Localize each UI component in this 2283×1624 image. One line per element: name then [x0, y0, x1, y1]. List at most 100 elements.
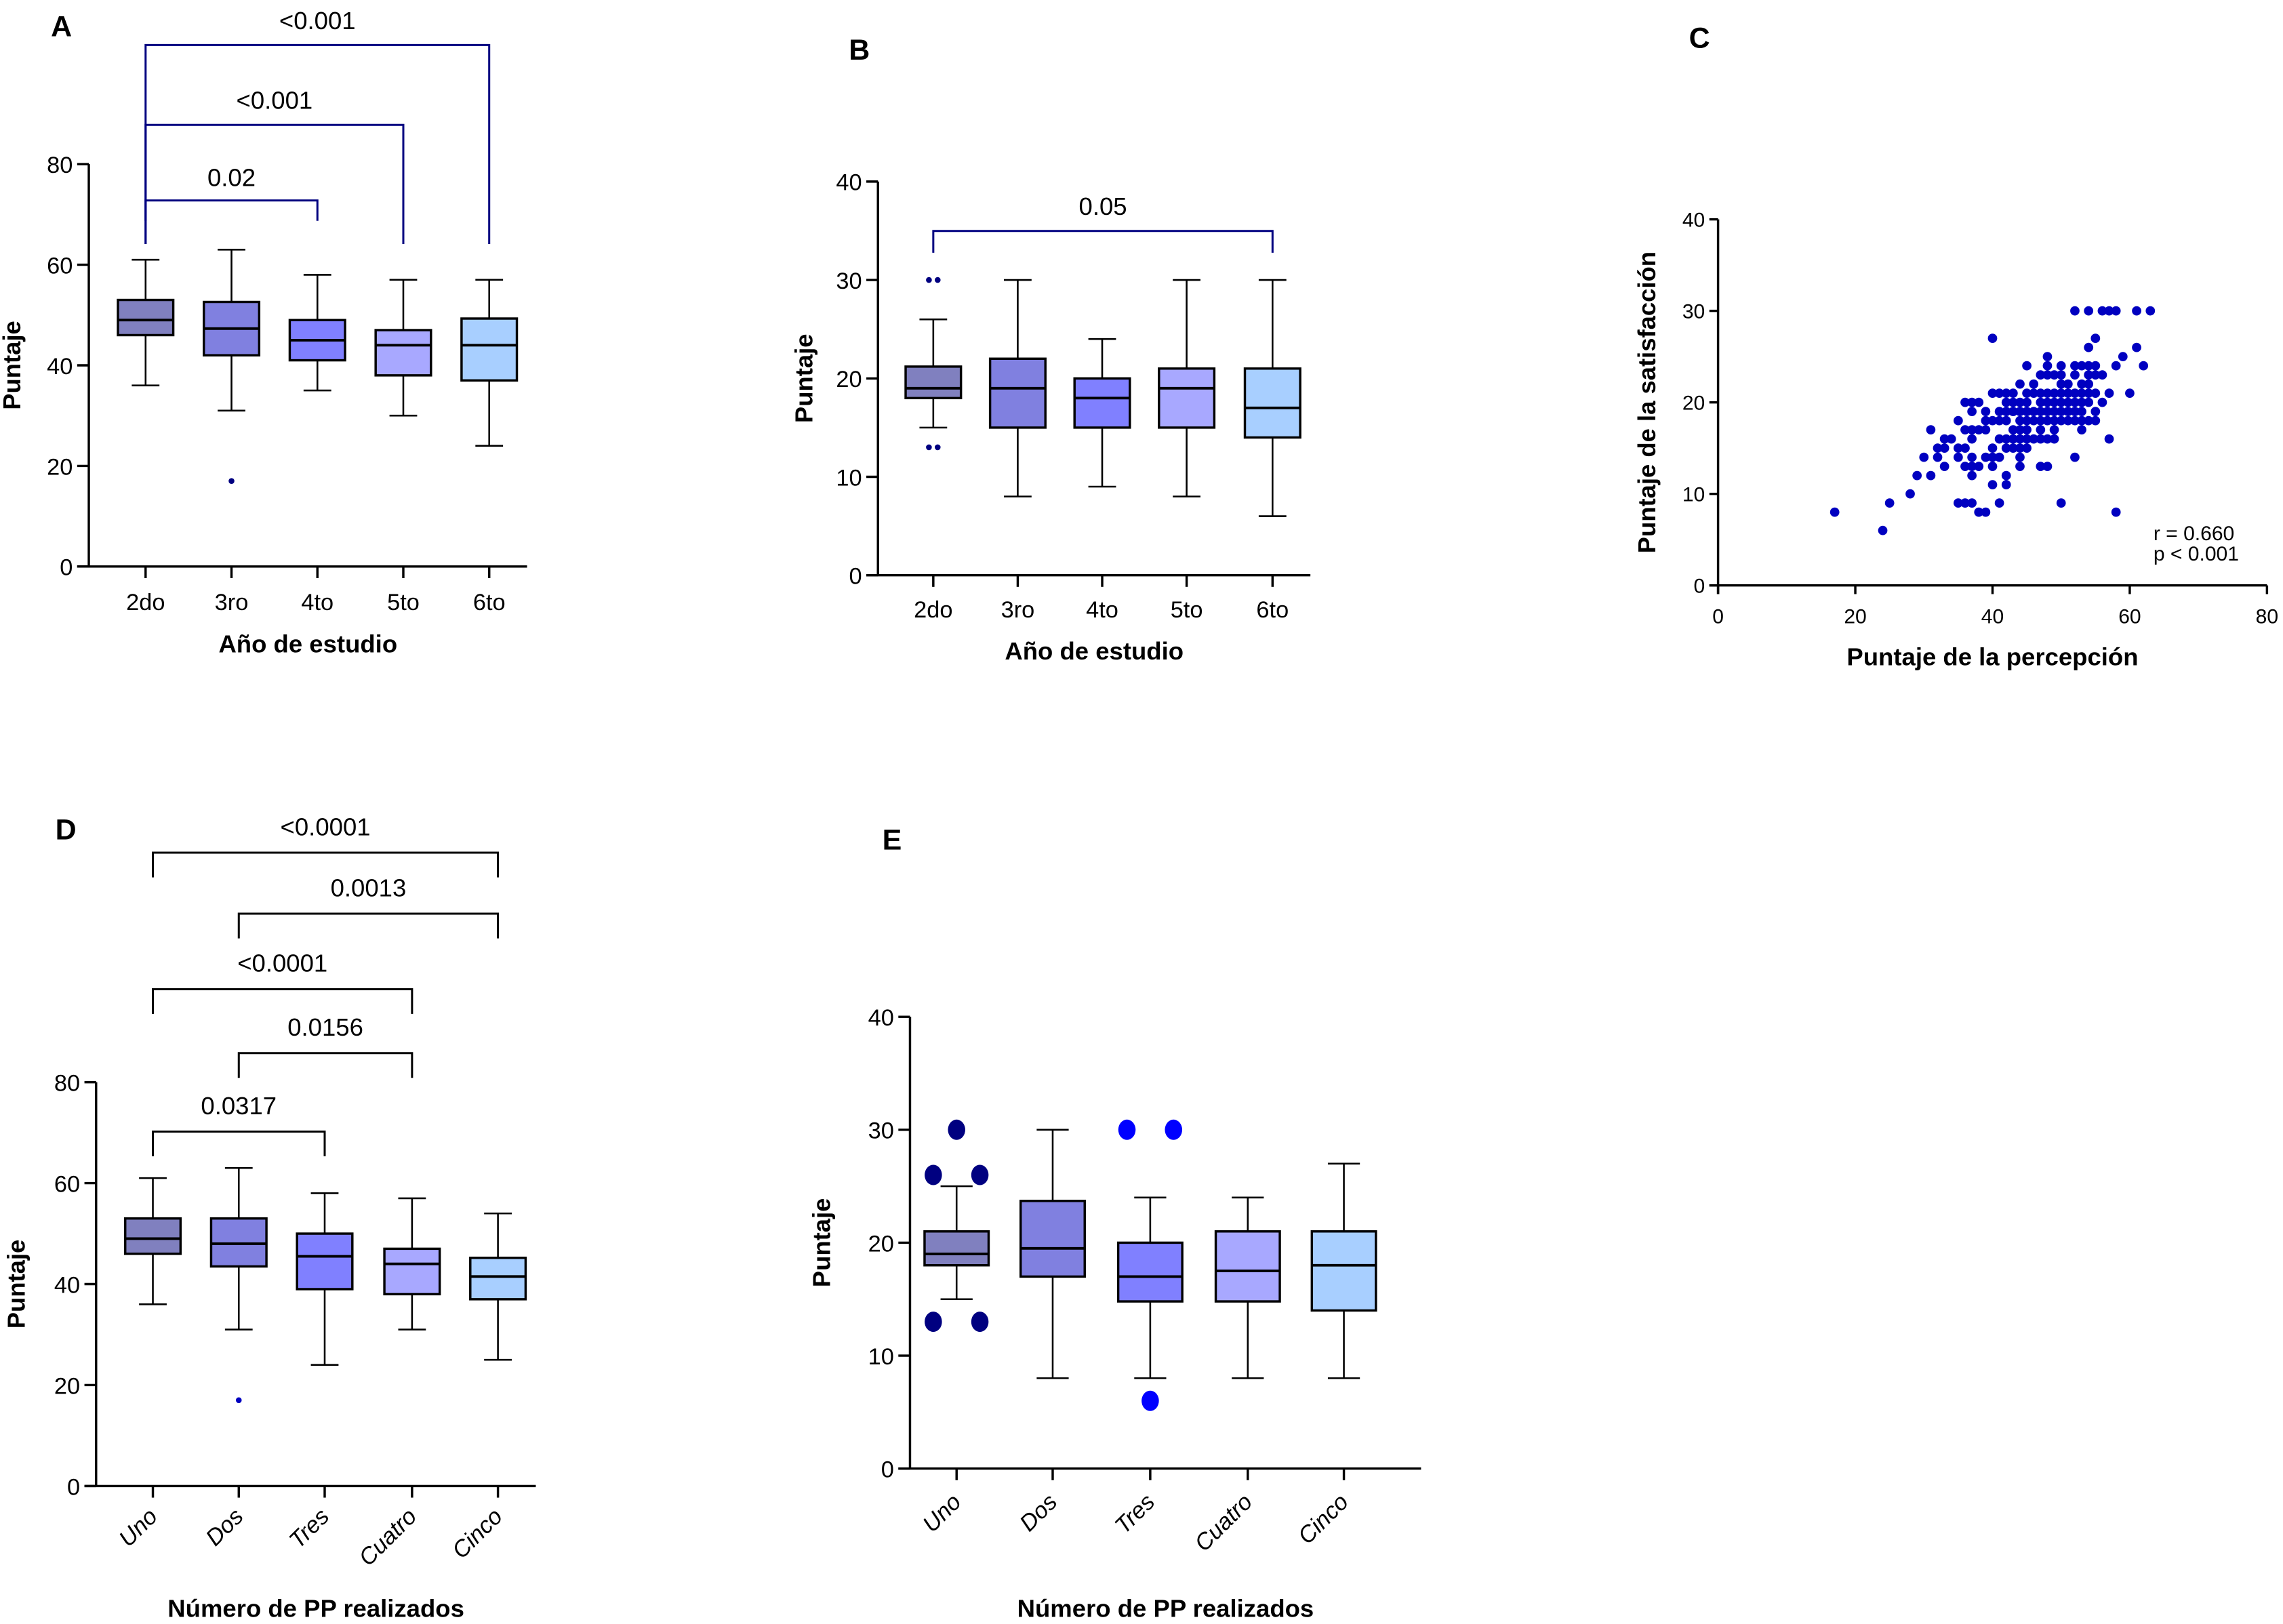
outlier-point	[235, 1397, 242, 1404]
box-rect	[988, 357, 1047, 429]
p-value-label: 0.05	[1079, 192, 1127, 220]
scatter-point	[1981, 452, 1991, 462]
box-rect	[124, 1217, 182, 1255]
outlier-point	[925, 1312, 942, 1333]
scatter-point	[2090, 370, 2101, 380]
p-value-label: 0.0156	[287, 1013, 363, 1041]
scatter-point	[1919, 452, 1929, 462]
scatter-point	[2063, 379, 2073, 389]
box-rect	[904, 365, 963, 400]
scatter-point	[2104, 434, 2114, 444]
x-tick-label: 40	[1981, 605, 2004, 628]
outlier-point	[926, 444, 932, 451]
scatter-point	[2049, 397, 2059, 407]
scatter-point	[2056, 498, 2066, 508]
scatter-point	[2077, 397, 2086, 407]
outlier-point	[1118, 1119, 1136, 1140]
scatter-point	[1960, 443, 1970, 453]
box-tres	[296, 1192, 354, 1366]
x-tick-label: 5to	[1171, 597, 1203, 623]
box-rect	[1116, 1241, 1184, 1303]
scatter-point	[2049, 407, 2059, 417]
bracket-line	[144, 43, 491, 245]
box-2do	[117, 258, 175, 386]
box-dos	[1019, 1129, 1086, 1379]
scatter-point	[2063, 388, 2073, 398]
x-tick-label: 6to	[473, 590, 506, 615]
y-tick-label: 40	[868, 1005, 894, 1031]
comparison-bracket: <0.0001	[152, 813, 500, 878]
scatter-point	[2008, 443, 2018, 453]
scatter-point	[2070, 370, 2080, 380]
box-6to	[1243, 279, 1301, 517]
p-value-label: 0.02	[207, 163, 256, 191]
scatter-point	[2022, 361, 2032, 371]
scatter-points	[1830, 306, 2156, 535]
box-uno	[124, 1177, 182, 1305]
y-axis-title: Puntaje	[2, 1240, 30, 1329]
scatter-point	[2084, 415, 2094, 426]
scatter-point	[2015, 443, 2025, 453]
y-tick-label: 0	[1694, 575, 1705, 597]
box-rect	[1158, 367, 1216, 429]
p-value-label: <0.0001	[237, 950, 327, 977]
scatter-point	[2008, 434, 2018, 444]
scatter-point	[2001, 407, 2011, 417]
bracket-line	[237, 912, 500, 939]
scatter-point	[2070, 452, 2080, 462]
p-value-label: 0.0013	[331, 874, 407, 901]
x-tick-label: 6to	[1256, 597, 1289, 623]
y-axis-title: Puntaje	[807, 1198, 835, 1288]
scatter-point	[1878, 525, 1888, 535]
scatter-point	[2029, 434, 2039, 444]
scatter-point	[2001, 434, 2011, 444]
y-tick-label: 10	[868, 1344, 894, 1370]
scatter-point	[2063, 407, 2073, 417]
scatter-point	[1953, 452, 1963, 462]
scatter-point	[2118, 352, 2128, 361]
scatter-point	[2097, 397, 2107, 407]
scatter-point	[2001, 470, 2011, 481]
scatter-point	[2145, 306, 2156, 316]
scatter-point	[2022, 397, 2032, 407]
scatter-point	[2001, 480, 2011, 490]
scatter-point	[2097, 370, 2107, 380]
scatter-point	[1974, 425, 1984, 435]
scatter-point	[2042, 462, 2053, 472]
scatter-point	[1994, 498, 2004, 508]
y-tick-label: 30	[868, 1118, 894, 1144]
y-axis-title: Puntaje de la satisfacción	[1633, 251, 1661, 553]
scatter-point	[2036, 397, 2046, 407]
scatter-point	[2049, 388, 2059, 398]
scatter-point	[1960, 498, 1970, 508]
box-rect	[1310, 1230, 1377, 1312]
y-tick-label: 80	[47, 153, 73, 178]
scatter-point	[1960, 397, 1970, 407]
x-tick-label: 60	[2118, 605, 2141, 628]
x-axis-title: Año de estudio	[218, 630, 397, 657]
y-tick-label: 80	[54, 1071, 80, 1097]
scatter-point	[2097, 306, 2107, 316]
box-5to	[374, 279, 432, 417]
scatter-point	[2036, 425, 2046, 435]
scatter-point	[2015, 425, 2025, 435]
x-axis-title: Número de PP realizados	[1017, 1594, 1314, 1622]
scatter-point	[2090, 407, 2101, 417]
scatter-point	[2056, 397, 2066, 407]
x-tick-label: 3ro	[1001, 597, 1035, 623]
scatter-point	[2111, 361, 2121, 371]
scatter-point	[2042, 407, 2053, 417]
scatter-point	[2063, 397, 2073, 407]
outlier-point	[1165, 1119, 1183, 1140]
scatter-point	[2070, 407, 2080, 417]
scatter-point	[2111, 507, 2121, 517]
x-tick-label: 5to	[387, 590, 420, 615]
scatter-point	[2084, 397, 2094, 407]
scatter-point	[1994, 388, 2004, 398]
box-3ro	[202, 249, 261, 484]
scatter-point	[2139, 361, 2149, 371]
comparison-bracket: 0.0013	[237, 874, 500, 939]
outlier-point	[948, 1119, 965, 1140]
scatter-point	[2070, 397, 2080, 407]
